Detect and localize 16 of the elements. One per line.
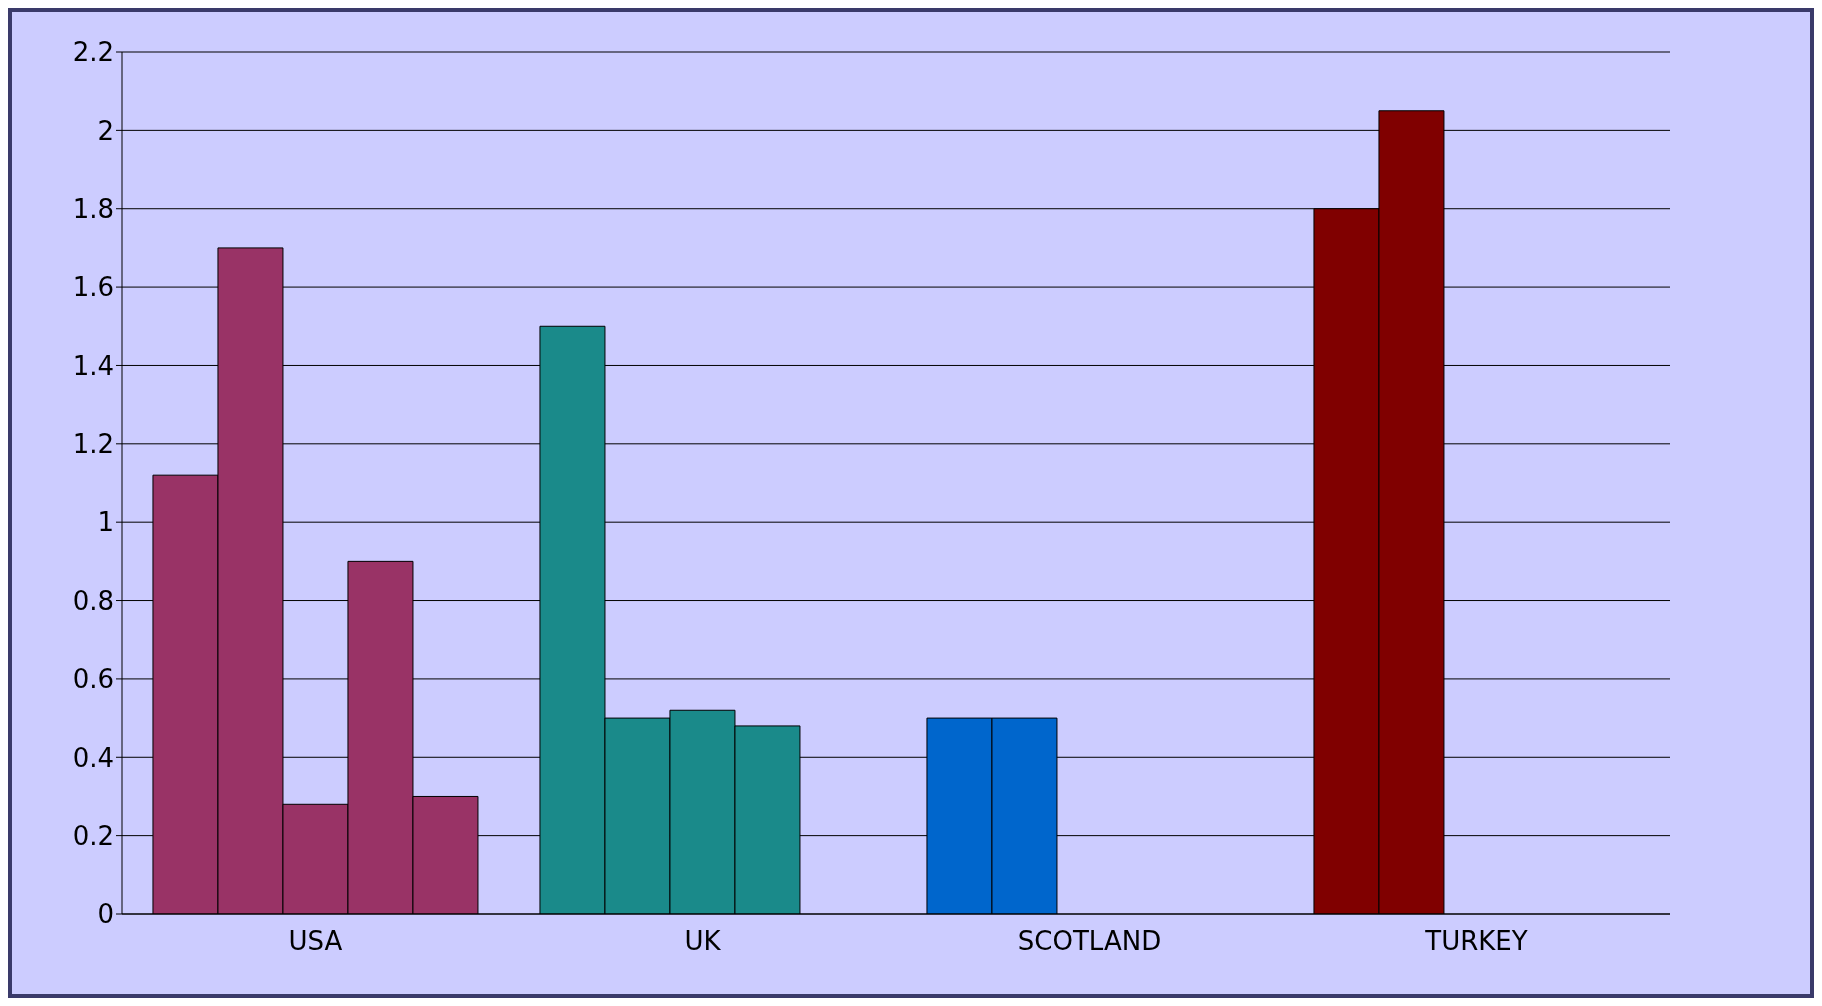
y-tick-label: 1.8 xyxy=(72,193,114,224)
x-tick-label: USA xyxy=(288,926,343,957)
y-tick-label: 0.4 xyxy=(72,742,114,773)
y-tick-label: 2.2 xyxy=(72,37,114,68)
x-tick-label: UK xyxy=(684,926,722,957)
y-tick-label: 0.2 xyxy=(72,820,114,851)
x-tick-label: TURKEY xyxy=(1424,926,1528,957)
y-tick-label: 1 xyxy=(97,507,114,538)
y-tick-label: 0.6 xyxy=(72,664,114,695)
y-tick-label: 2 xyxy=(97,115,114,146)
y-tick-label: 1.6 xyxy=(72,272,114,303)
y-tick-label: 0.8 xyxy=(72,585,114,616)
y-tick-label: 1.2 xyxy=(72,429,114,460)
y-tick-label: 0 xyxy=(97,899,114,930)
x-tick-label: SCOTLAND xyxy=(1017,926,1162,957)
y-tick-label: 1.4 xyxy=(72,350,114,381)
